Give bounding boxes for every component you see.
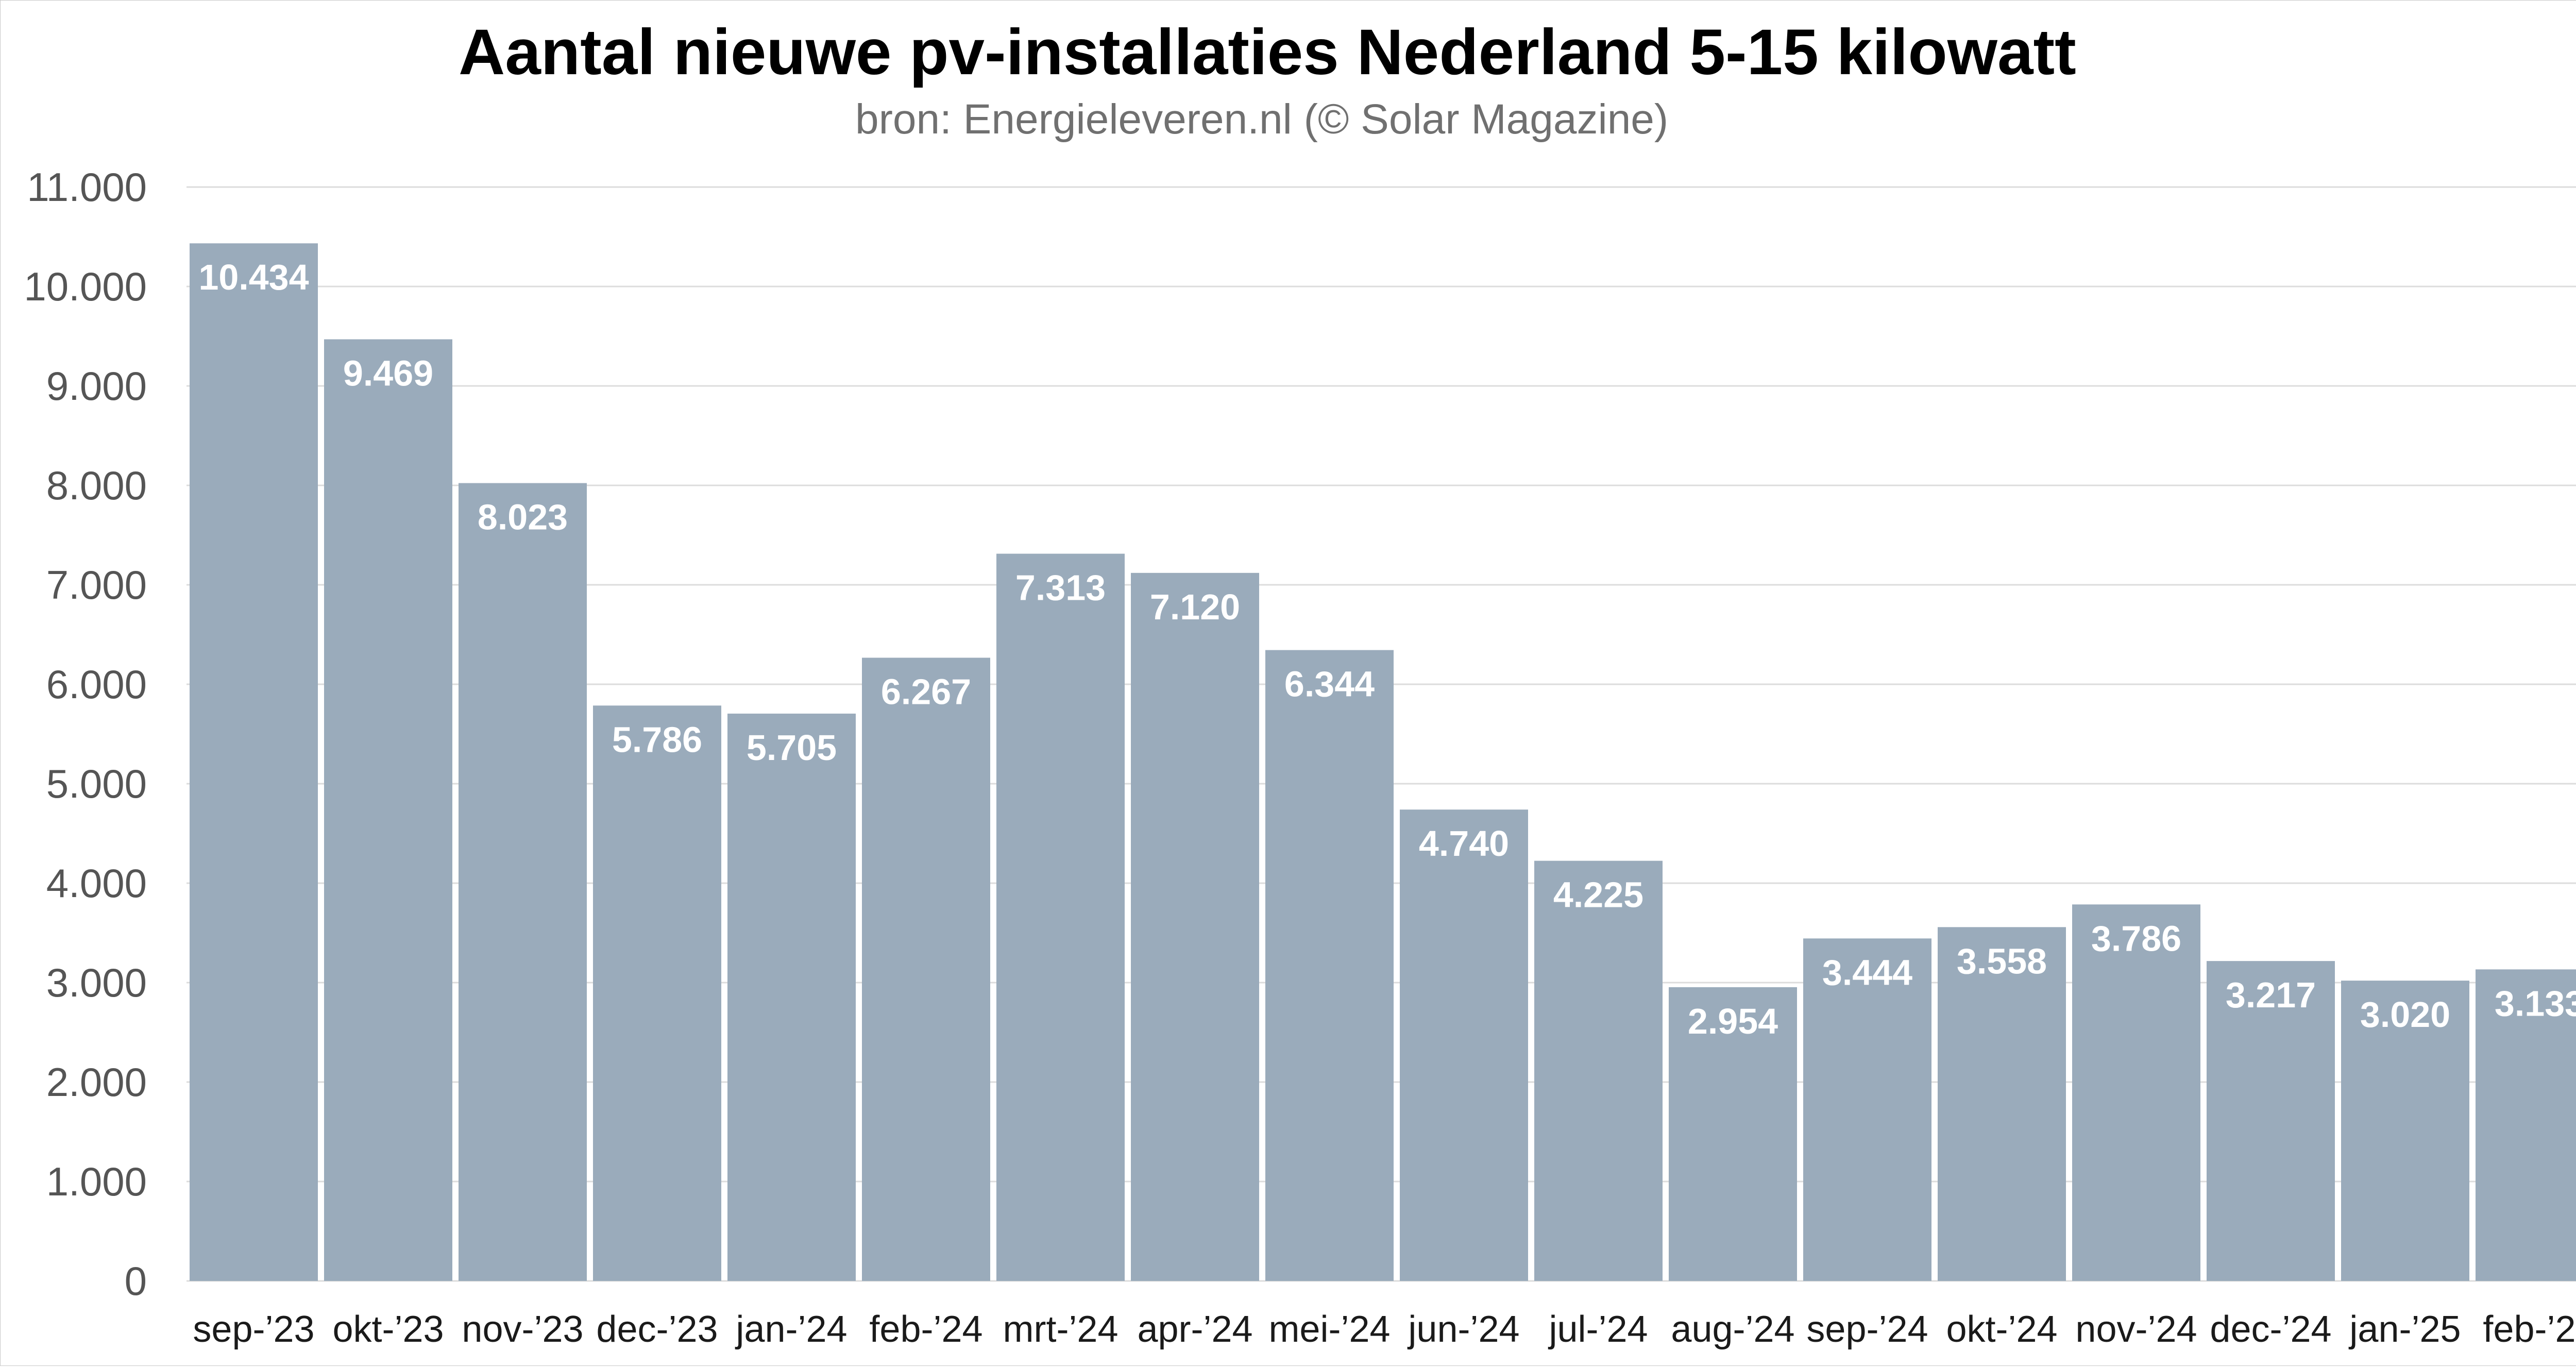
bar-value-label: 3.558 (1957, 941, 2047, 981)
bar-value-label: 3.133 (2495, 983, 2576, 1023)
y-tick-label: 0 (125, 1258, 147, 1304)
y-tick-label: 6.000 (46, 662, 147, 707)
bar (862, 657, 990, 1281)
bar-value-label: 5.786 (612, 719, 702, 760)
x-tick-label: sep-’24 (1806, 1309, 1928, 1350)
y-tick-label: 9.000 (46, 363, 147, 409)
gridlines (187, 186, 2576, 1282)
bar-value-label: 6.267 (881, 671, 971, 712)
bars (190, 243, 2576, 1281)
x-tick-label: nov-’23 (462, 1309, 583, 1350)
bar (459, 483, 587, 1281)
value-labels: 10.434 9.469 8.023 5.786 5.705 6.267 7.313 7.12… (198, 257, 2576, 1041)
y-tick-label: 11.000 (27, 164, 147, 210)
x-tick-label: feb-’24 (869, 1309, 982, 1350)
bar-value-label: 2.954 (1688, 1001, 1778, 1041)
bar-value-label: 3.217 (2226, 975, 2316, 1015)
y-tick-label: 5.000 (46, 761, 147, 806)
bar-value-label: 3.444 (1822, 952, 1912, 992)
bar-value-label: 9.469 (343, 353, 433, 393)
bar-value-label: 7.313 (1015, 568, 1106, 608)
x-tick-label: feb-’25 (2483, 1309, 2576, 1350)
x-axis-ticks: sep-’23 okt-’23 nov-’23 dec-’23 jan-’24 feb-’… (193, 1309, 2576, 1350)
x-tick-label: jun-’24 (1407, 1309, 1519, 1350)
bar-value-label: 8.023 (478, 497, 568, 537)
bar-value-label: 5.705 (747, 728, 837, 768)
x-tick-label: jul-’24 (1548, 1309, 1648, 1350)
bar-value-label: 4.740 (1419, 823, 1509, 864)
bar-value-label: 3.786 (2091, 918, 2181, 958)
bar (593, 705, 721, 1281)
x-tick-label: mei-’24 (1268, 1309, 1390, 1350)
bar (1938, 927, 2066, 1281)
y-tick-label: 2.000 (46, 1059, 147, 1105)
bar (324, 339, 452, 1281)
bar (1669, 987, 1797, 1281)
y-tick-label: 1.000 (46, 1159, 147, 1204)
bar (2341, 981, 2469, 1281)
bar (727, 713, 856, 1281)
bar (2072, 904, 2200, 1281)
x-tick-label: jan-’25 (2348, 1309, 2461, 1350)
bar (1265, 650, 1394, 1281)
x-tick-label: okt-’23 (332, 1309, 444, 1350)
x-tick-label: nov-’24 (2075, 1309, 2197, 1350)
y-tick-label: 10.000 (24, 264, 147, 309)
chart-title: Aantal nieuwe pv-installaties Nederland … (459, 16, 2076, 88)
y-tick-label: 3.000 (46, 960, 147, 1005)
bar-value-label: 10.434 (198, 257, 309, 297)
bar (2207, 961, 2335, 1281)
x-tick-label: aug-’24 (1671, 1309, 1794, 1350)
bar-value-label: 7.120 (1150, 587, 1240, 627)
bar (1803, 938, 1931, 1281)
bar-value-label: 3.020 (2360, 994, 2450, 1035)
x-tick-label: mrt-’24 (1003, 1309, 1118, 1350)
chart-subtitle: bron: Energieleveren.nl (© Solar Magazin… (855, 96, 1669, 143)
bar (1131, 572, 1259, 1281)
bar-value-label: 6.344 (1284, 664, 1375, 704)
bar (1400, 809, 1528, 1281)
bar (2476, 969, 2576, 1281)
bar (996, 553, 1125, 1281)
y-axis-ticks: 0 1.000 2.000 3.000 4.000 5.000 6.000 7.000 8.00… (24, 164, 147, 1304)
bar (1534, 860, 1663, 1281)
x-tick-label: dec-’24 (2210, 1309, 2331, 1350)
x-tick-label: apr-’24 (1137, 1309, 1252, 1350)
y-tick-label: 4.000 (46, 860, 147, 906)
x-tick-label: jan-’24 (735, 1309, 847, 1350)
y-tick-label: 7.000 (46, 562, 147, 607)
x-tick-label: dec-’23 (596, 1309, 718, 1350)
bar-value-label: 4.225 (1553, 875, 1643, 915)
x-tick-label: okt-’24 (1946, 1309, 2057, 1350)
bar (190, 243, 318, 1281)
x-tick-label: sep-’23 (193, 1309, 314, 1350)
y-tick-label: 8.000 (46, 463, 147, 508)
